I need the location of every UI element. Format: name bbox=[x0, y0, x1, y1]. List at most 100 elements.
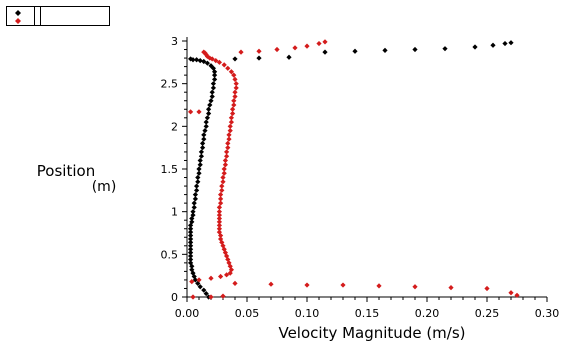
series-b-point bbox=[376, 283, 382, 289]
series-b-point bbox=[224, 272, 230, 278]
series-a-point bbox=[194, 57, 200, 63]
series-b-point bbox=[268, 281, 274, 287]
series-a-point bbox=[202, 128, 208, 134]
series-b-point bbox=[228, 267, 234, 273]
series-a-point bbox=[210, 85, 216, 91]
series-b-point bbox=[218, 192, 224, 198]
x-tick-label: 0.00 bbox=[175, 307, 200, 320]
series-b-point bbox=[233, 81, 239, 87]
series-b-point bbox=[484, 285, 490, 292]
x-tick-label: 0.15 bbox=[355, 307, 380, 320]
series-a-point bbox=[188, 239, 194, 245]
series-a-point bbox=[197, 157, 203, 164]
series-a-point bbox=[188, 246, 194, 252]
series-a-point bbox=[194, 187, 200, 193]
series-b-point bbox=[231, 72, 237, 78]
series-a-point bbox=[502, 40, 508, 47]
series-a-point bbox=[198, 149, 204, 155]
series-b-point bbox=[219, 187, 225, 193]
series-b-point bbox=[304, 43, 310, 49]
x-tick-label: 0.05 bbox=[235, 307, 260, 320]
series-a-point bbox=[209, 93, 215, 100]
series-a-point bbox=[206, 106, 212, 112]
legend-marker-series-b bbox=[15, 18, 21, 24]
series-a-point bbox=[188, 253, 194, 259]
series-b-point bbox=[201, 49, 207, 55]
x-axis-label: Velocity Magnitude (m/s) bbox=[278, 324, 465, 342]
series-a-point bbox=[189, 263, 195, 269]
series-a-point bbox=[188, 229, 194, 235]
series-b-point bbox=[190, 294, 196, 300]
series-b-point bbox=[216, 59, 222, 65]
series-a-point bbox=[200, 140, 206, 146]
series-b-point bbox=[196, 109, 202, 115]
series-b-point bbox=[225, 140, 231, 146]
series-b-point bbox=[232, 89, 238, 95]
series-b-point bbox=[216, 212, 222, 218]
series-a-point bbox=[190, 212, 196, 218]
series-a-point bbox=[188, 236, 194, 242]
series-b-point bbox=[292, 45, 298, 51]
series-a-point bbox=[201, 136, 207, 142]
series-a-point bbox=[191, 204, 197, 210]
series-a-point bbox=[208, 63, 214, 69]
series-a-point bbox=[256, 55, 262, 61]
series-b-point bbox=[508, 290, 514, 296]
series-b-point bbox=[322, 39, 328, 45]
series-b-point bbox=[220, 174, 226, 181]
series-b-point bbox=[227, 128, 233, 134]
series-a-point bbox=[203, 290, 209, 297]
legend-divider bbox=[34, 7, 35, 25]
series-a-point bbox=[286, 54, 292, 60]
series-b-point bbox=[231, 102, 237, 108]
series-a-point bbox=[382, 47, 388, 53]
series-b-point bbox=[226, 132, 232, 138]
series-a-point bbox=[208, 98, 214, 104]
series-a-point bbox=[189, 219, 195, 225]
series-a-point bbox=[209, 89, 215, 95]
x-tick-label: 0.30 bbox=[535, 307, 560, 320]
series-b-point bbox=[224, 149, 230, 155]
series-b-point bbox=[448, 285, 454, 291]
series-a-point bbox=[190, 209, 196, 215]
series-b-point bbox=[228, 119, 234, 125]
series-a-point bbox=[201, 287, 207, 293]
series-a-point bbox=[212, 72, 218, 78]
y-tick-label: 2 bbox=[171, 120, 178, 133]
series-a-point bbox=[200, 145, 206, 151]
series-b-point bbox=[221, 62, 227, 68]
series-a-point bbox=[197, 284, 203, 290]
series-b-point bbox=[221, 166, 227, 172]
series-b-point bbox=[232, 280, 238, 286]
series-a-point bbox=[192, 192, 198, 198]
series-a-point bbox=[201, 132, 207, 138]
series-a-point bbox=[322, 49, 328, 55]
y-axis-label: Position bbox=[37, 162, 95, 180]
series-b-point bbox=[233, 85, 239, 91]
y-tick-label: 3 bbox=[171, 35, 178, 48]
series-b-point bbox=[216, 204, 222, 210]
series-b-point bbox=[220, 179, 226, 185]
series-a-point bbox=[191, 200, 197, 206]
series-a-point bbox=[207, 102, 213, 108]
series-a-point bbox=[195, 174, 201, 181]
series-a-point bbox=[197, 58, 203, 64]
series-b-point bbox=[232, 93, 238, 100]
series-a-point bbox=[472, 44, 478, 50]
data-marks bbox=[188, 39, 520, 300]
series-b-point bbox=[221, 170, 227, 176]
series-a-point bbox=[194, 183, 200, 189]
series-b-point bbox=[304, 282, 310, 288]
series-a-point bbox=[352, 48, 358, 54]
series-b-point bbox=[231, 98, 237, 104]
series-b-point bbox=[216, 226, 222, 232]
series-b-point bbox=[227, 270, 233, 276]
series-a-point bbox=[212, 69, 218, 75]
series-b-point bbox=[225, 65, 231, 71]
series-a-point bbox=[204, 115, 210, 121]
series-a-point bbox=[188, 260, 194, 266]
series-b-point bbox=[227, 123, 233, 129]
series-a-point bbox=[508, 40, 514, 46]
legend-swatches bbox=[15, 10, 21, 24]
